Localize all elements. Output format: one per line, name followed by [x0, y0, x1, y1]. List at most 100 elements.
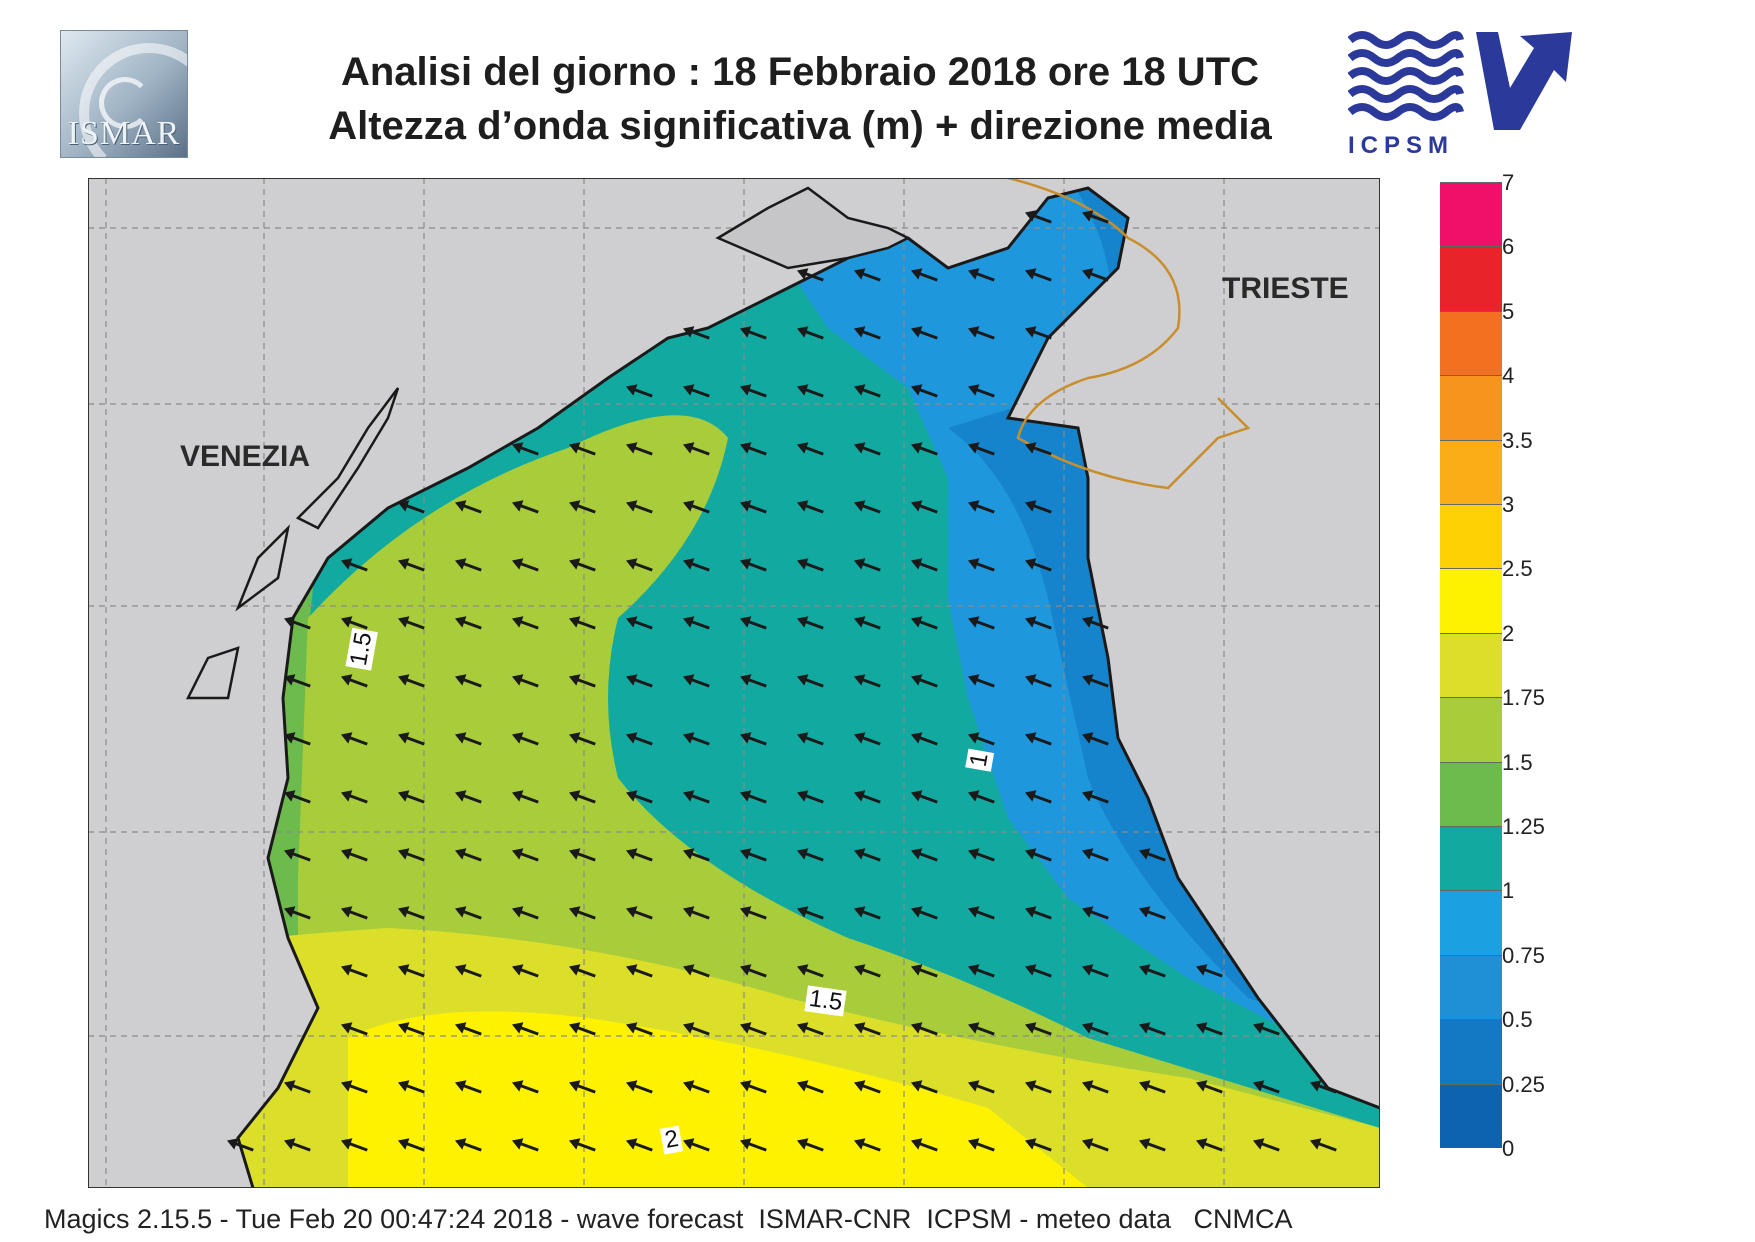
- wave-arrow: [853, 616, 881, 630]
- title-line-1: Analisi del giorno : 18 Febbraio 2018 or…: [340, 50, 1260, 94]
- colorbar-tick-label: 4: [1502, 363, 1515, 389]
- city-venezia: VENEZIA: [180, 440, 311, 473]
- wave-arrow: [340, 964, 368, 978]
- wave-arrow: [454, 732, 482, 746]
- wave-arrow: [625, 384, 653, 398]
- wave-arrow: [511, 558, 539, 572]
- wave-arrow: [682, 1080, 710, 1094]
- wave-arrow: [853, 674, 881, 688]
- wave-arrow: [796, 964, 824, 978]
- wave-height-map: [87, 176, 1381, 1189]
- wave-arrow: [283, 732, 311, 746]
- wave-arrow: [397, 732, 425, 746]
- wave-arrow: [1024, 1138, 1052, 1152]
- wave-arrow: [454, 964, 482, 978]
- wave-arrow: [853, 790, 881, 804]
- wave-arrow: [967, 442, 995, 456]
- wave-arrow: [739, 1080, 767, 1094]
- wave-arrow: [796, 1022, 824, 1036]
- venice-lagoon: [185, 387, 400, 700]
- colorbar-tick-label: 2.5: [1502, 556, 1533, 582]
- wave-arrow: [910, 964, 938, 978]
- wave-arrow: [397, 964, 425, 978]
- wave-arrow: [397, 790, 425, 804]
- state-border: [1007, 176, 1251, 490]
- wave-arrow: [1138, 848, 1166, 862]
- wave-arrow: [682, 848, 710, 862]
- wave-arrow: [454, 558, 482, 572]
- wave-arrow: [226, 1138, 254, 1152]
- wave-arrow: [682, 442, 710, 456]
- wave-arrow: [1024, 1022, 1052, 1036]
- wave-arrow: [682, 964, 710, 978]
- wave-arrow: [340, 674, 368, 688]
- wave-arrow: [739, 500, 767, 514]
- wave-arrow: [796, 906, 824, 920]
- wave-arrow: [967, 790, 995, 804]
- wave-arrow: [682, 732, 710, 746]
- wave-arrow: [568, 1080, 596, 1094]
- wave-arrow: [739, 1138, 767, 1152]
- wave-arrow: [682, 790, 710, 804]
- wave-arrow: [910, 616, 938, 630]
- wave-arrow: [910, 558, 938, 572]
- colorbar-band: [1440, 246, 1502, 311]
- wave-arrow: [796, 848, 824, 862]
- wave-arrow: [853, 964, 881, 978]
- wave-arrow: [454, 1138, 482, 1152]
- wave-arrow: [1081, 732, 1109, 746]
- colorbar-tick-label: 0.25: [1502, 1071, 1545, 1097]
- wave-arrow: [1081, 1022, 1109, 1036]
- wave-arrow: [853, 558, 881, 572]
- colorbar-tick-label: 3: [1502, 492, 1515, 517]
- wave-arrow: [1024, 326, 1052, 340]
- wave-arrow: [283, 848, 311, 862]
- wave-arrow: [511, 442, 539, 456]
- wave-arrow: [625, 500, 653, 514]
- title-line-2: Altezza d’onda significativa (m) + direz…: [328, 104, 1272, 148]
- wave-arrow: [682, 1138, 710, 1152]
- colorbar-band: [1440, 1083, 1502, 1148]
- wave-arrow: [796, 732, 824, 746]
- wave-arrow: [967, 674, 995, 688]
- wave-arrow: [967, 268, 995, 282]
- wave-arrow: [910, 268, 938, 282]
- wave-arrow: [397, 848, 425, 862]
- colorbar-tick-label: 0.75: [1502, 942, 1545, 968]
- wave-arrow: [568, 906, 596, 920]
- wave-arrow: [1081, 674, 1109, 688]
- wave-arrow: [568, 848, 596, 862]
- wave-arrow: [910, 1138, 938, 1152]
- wave-arrow: [625, 964, 653, 978]
- wave-arrow: [739, 790, 767, 804]
- wave-arrow: [682, 326, 710, 340]
- colorbar-tick-label: 1.75: [1502, 685, 1545, 711]
- wave-arrow: [796, 1138, 824, 1152]
- colorbar-band: [1440, 504, 1502, 569]
- band-2-2.5: [348, 1011, 1088, 1188]
- wave-arrow: [739, 616, 767, 630]
- wave-arrow: [1024, 500, 1052, 514]
- wave-arrow: [739, 848, 767, 862]
- icpsm-logo-text: ICPSM: [1348, 132, 1455, 159]
- wave-arrow: [1138, 1138, 1166, 1152]
- wave-arrow: [682, 616, 710, 630]
- wave-arrow: [682, 384, 710, 398]
- colorbar-tick-label: 2: [1502, 620, 1515, 646]
- wave-arrow: [511, 906, 539, 920]
- wave-arrow: [340, 848, 368, 862]
- waves-arrow-icon: [1347, 31, 1572, 130]
- wave-arrow: [1138, 1080, 1166, 1094]
- colorbar-band: [1440, 890, 1502, 955]
- wave-arrow: [454, 616, 482, 630]
- wave-arrow: [967, 1022, 995, 1036]
- wave-arrow: [397, 674, 425, 688]
- wave-arrow: [511, 1138, 539, 1152]
- wave-arrow: [1195, 1138, 1223, 1152]
- wave-arrow: [1309, 1080, 1337, 1094]
- wave-arrow: [910, 1022, 938, 1036]
- wave-arrow: [739, 906, 767, 920]
- wave-arrow: [739, 384, 767, 398]
- wave-arrow: [1081, 1138, 1109, 1152]
- wave-arrow: [340, 732, 368, 746]
